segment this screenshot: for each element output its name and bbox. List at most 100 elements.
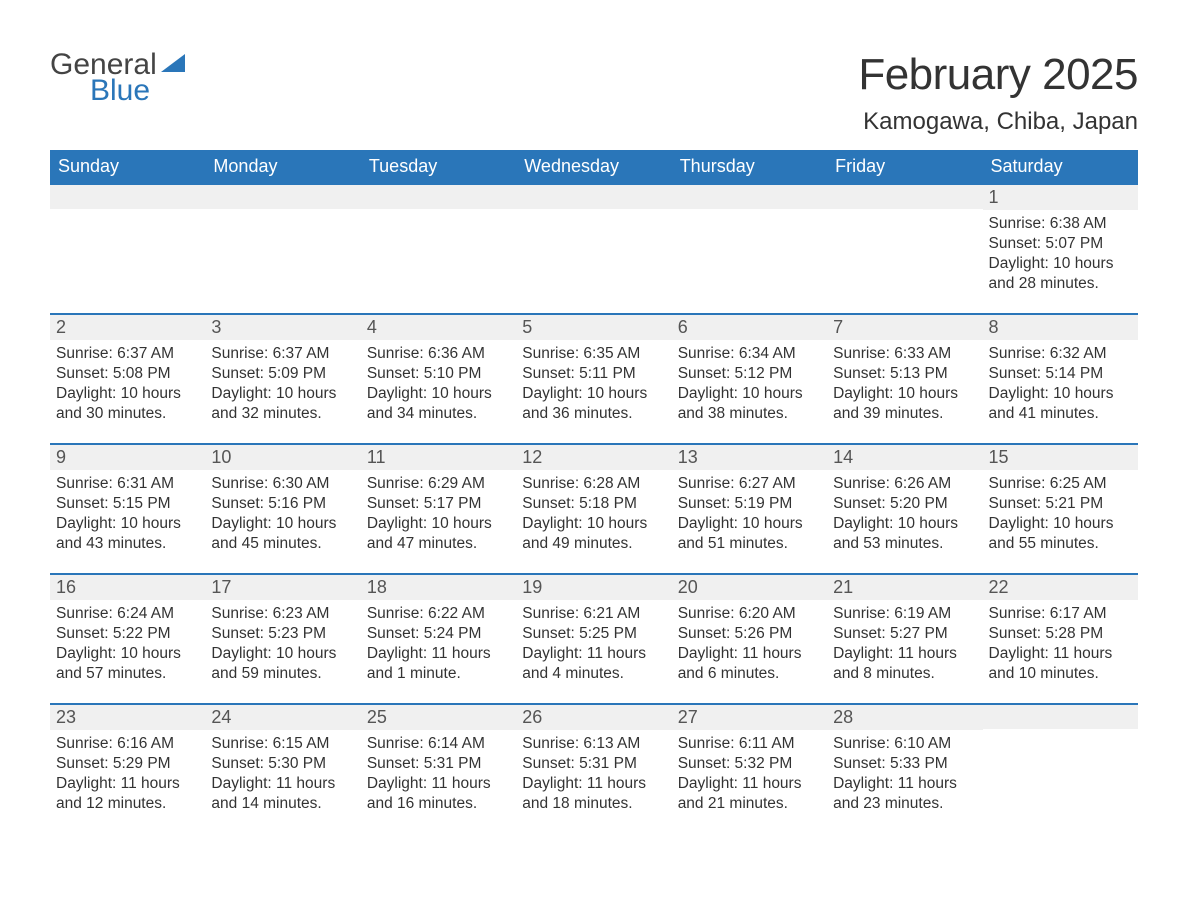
- calendar-week: 1 Sunrise: 6:38 AMSunset: 5:07 PMDaylight…: [50, 183, 1138, 313]
- day-number: 6: [672, 315, 827, 340]
- calendar: SundayMondayTuesdayWednesdayThursdayFrid…: [50, 150, 1138, 833]
- day-cell: 5Sunrise: 6:35 AMSunset: 5:11 PMDaylight…: [516, 315, 671, 443]
- day-number: 10: [205, 445, 360, 470]
- sunrise-line: Sunrise: 6:36 AM: [367, 344, 510, 364]
- day-info: Sunrise: 6:27 AMSunset: 5:19 PMDaylight:…: [678, 474, 821, 555]
- day-info: Sunrise: 6:38 AMSunset: 5:07 PMDaylight:…: [989, 214, 1132, 295]
- sunrise-line: Sunrise: 6:21 AM: [522, 604, 665, 624]
- sunset-line: Sunset: 5:32 PM: [678, 754, 821, 774]
- day-cell: 19Sunrise: 6:21 AMSunset: 5:25 PMDayligh…: [516, 575, 671, 703]
- day-cell: 26Sunrise: 6:13 AMSunset: 5:31 PMDayligh…: [516, 705, 671, 833]
- daylight-line: Daylight: 11 hours and 18 minutes.: [522, 774, 665, 814]
- sunset-line: Sunset: 5:31 PM: [367, 754, 510, 774]
- day-number: 20: [672, 575, 827, 600]
- day-info: Sunrise: 6:32 AMSunset: 5:14 PMDaylight:…: [989, 344, 1132, 425]
- day-cell: 15Sunrise: 6:25 AMSunset: 5:21 PMDayligh…: [983, 445, 1138, 573]
- day-cell: 22 Sunrise: 6:17 AMSunset: 5:28 PMDayligh…: [983, 575, 1138, 703]
- day-cell: 16Sunrise: 6:24 AMSunset: 5:22 PMDayligh…: [50, 575, 205, 703]
- sunset-line: Sunset: 5:26 PM: [678, 624, 821, 644]
- day-info: Sunrise: 6:36 AMSunset: 5:10 PMDaylight:…: [367, 344, 510, 425]
- empty-cell: [516, 185, 671, 313]
- sunset-line: Sunset: 5:29 PM: [56, 754, 199, 774]
- sunrise-line: Sunrise: 6:16 AM: [56, 734, 199, 754]
- day-info: Sunrise: 6:17 AMSunset: 5:28 PMDaylight:…: [989, 604, 1132, 685]
- sunset-line: Sunset: 5:08 PM: [56, 364, 199, 384]
- day-cell: 24Sunrise: 6:15 AMSunset: 5:30 PMDayligh…: [205, 705, 360, 833]
- sunrise-line: Sunrise: 6:20 AM: [678, 604, 821, 624]
- day-number: [983, 705, 1138, 729]
- sunrise-line: Sunrise: 6:26 AM: [833, 474, 976, 494]
- sunset-line: Sunset: 5:17 PM: [367, 494, 510, 514]
- day-info: Sunrise: 6:16 AMSunset: 5:29 PMDaylight:…: [56, 734, 199, 815]
- logo-word-blue: Blue: [90, 76, 157, 106]
- day-number: 1: [983, 185, 1138, 210]
- sunrise-line: Sunrise: 6:24 AM: [56, 604, 199, 624]
- daylight-line: Daylight: 10 hours and 38 minutes.: [678, 384, 821, 424]
- daylight-line: Daylight: 10 hours and 47 minutes.: [367, 514, 510, 554]
- sunset-line: Sunset: 5:19 PM: [678, 494, 821, 514]
- day-number: 28: [827, 705, 982, 730]
- sunrise-line: Sunrise: 6:32 AM: [989, 344, 1132, 364]
- daylight-line: Daylight: 10 hours and 39 minutes.: [833, 384, 976, 424]
- day-cell: 10 Sunrise: 6:30 AMSunset: 5:16 PMDayligh…: [205, 445, 360, 573]
- sunrise-line: Sunrise: 6:37 AM: [56, 344, 199, 364]
- sunrise-line: Sunrise: 6:23 AM: [211, 604, 354, 624]
- weekday-header-row: SundayMondayTuesdayWednesdayThursdayFrid…: [50, 150, 1138, 183]
- day-info: Sunrise: 6:33 AMSunset: 5:13 PMDaylight:…: [833, 344, 976, 425]
- day-info: Sunrise: 6:22 AMSunset: 5:24 PMDaylight:…: [367, 604, 510, 685]
- sunrise-line: Sunrise: 6:13 AM: [522, 734, 665, 754]
- day-cell: 27Sunrise: 6:11 AMSunset: 5:32 PMDayligh…: [672, 705, 827, 833]
- sunset-line: Sunset: 5:25 PM: [522, 624, 665, 644]
- daylight-line: Daylight: 11 hours and 8 minutes.: [833, 644, 976, 684]
- day-number: 24: [205, 705, 360, 730]
- day-number: 21: [827, 575, 982, 600]
- weekday-label: Thursday: [672, 150, 827, 183]
- sunrise-line: Sunrise: 6:37 AM: [211, 344, 354, 364]
- day-cell: 8Sunrise: 6:32 AMSunset: 5:14 PMDaylight…: [983, 315, 1138, 443]
- daylight-line: Daylight: 10 hours and 34 minutes.: [367, 384, 510, 424]
- day-info: Sunrise: 6:26 AMSunset: 5:20 PMDaylight:…: [833, 474, 976, 555]
- daylight-line: Daylight: 10 hours and 49 minutes.: [522, 514, 665, 554]
- weekday-label: Tuesday: [361, 150, 516, 183]
- day-number: 9: [50, 445, 205, 470]
- day-number: 22: [983, 575, 1138, 600]
- day-number: 12: [516, 445, 671, 470]
- day-number: 27: [672, 705, 827, 730]
- logo-text-block: General Blue: [50, 50, 157, 106]
- sunrise-line: Sunrise: 6:17 AM: [989, 604, 1132, 624]
- day-number: 11: [361, 445, 516, 470]
- day-cell: 18 Sunrise: 6:22 AMSunset: 5:24 PMDayligh…: [361, 575, 516, 703]
- daylight-line: Daylight: 11 hours and 10 minutes.: [989, 644, 1132, 684]
- day-cell: 11Sunrise: 6:29 AMSunset: 5:17 PMDayligh…: [361, 445, 516, 573]
- daylight-line: Daylight: 11 hours and 16 minutes.: [367, 774, 510, 814]
- sunset-line: Sunset: 5:15 PM: [56, 494, 199, 514]
- day-cell: 25Sunrise: 6:14 AMSunset: 5:31 PMDayligh…: [361, 705, 516, 833]
- day-number: 5: [516, 315, 671, 340]
- day-info: Sunrise: 6:20 AMSunset: 5:26 PMDaylight:…: [678, 604, 821, 685]
- day-number: 2: [50, 315, 205, 340]
- day-info: Sunrise: 6:10 AMSunset: 5:33 PMDaylight:…: [833, 734, 976, 815]
- day-info: Sunrise: 6:30 AMSunset: 5:16 PMDaylight:…: [211, 474, 354, 555]
- location: Kamogawa, Chiba, Japan: [858, 108, 1138, 136]
- daylight-line: Daylight: 11 hours and 4 minutes.: [522, 644, 665, 684]
- daylight-line: Daylight: 10 hours and 36 minutes.: [522, 384, 665, 424]
- empty-cell: [672, 185, 827, 313]
- sunset-line: Sunset: 5:13 PM: [833, 364, 976, 384]
- day-number: 14: [827, 445, 982, 470]
- day-info: Sunrise: 6:24 AMSunset: 5:22 PMDaylight:…: [56, 604, 199, 685]
- sunrise-line: Sunrise: 6:34 AM: [678, 344, 821, 364]
- sunset-line: Sunset: 5:24 PM: [367, 624, 510, 644]
- day-number: 18: [361, 575, 516, 600]
- daylight-line: Daylight: 11 hours and 6 minutes.: [678, 644, 821, 684]
- sunset-line: Sunset: 5:20 PM: [833, 494, 976, 514]
- weekday-label: Monday: [205, 150, 360, 183]
- daylight-line: Daylight: 10 hours and 57 minutes.: [56, 644, 199, 684]
- day-cell: 3Sunrise: 6:37 AMSunset: 5:09 PMDaylight…: [205, 315, 360, 443]
- logo: General Blue: [50, 50, 185, 106]
- day-info: Sunrise: 6:23 AMSunset: 5:23 PMDaylight:…: [211, 604, 354, 685]
- day-info: Sunrise: 6:25 AMSunset: 5:21 PMDaylight:…: [989, 474, 1132, 555]
- sunset-line: Sunset: 5:28 PM: [989, 624, 1132, 644]
- sunset-line: Sunset: 5:09 PM: [211, 364, 354, 384]
- header: General Blue February 2025 Kamogawa, Chi…: [50, 50, 1138, 136]
- day-number: [516, 185, 671, 209]
